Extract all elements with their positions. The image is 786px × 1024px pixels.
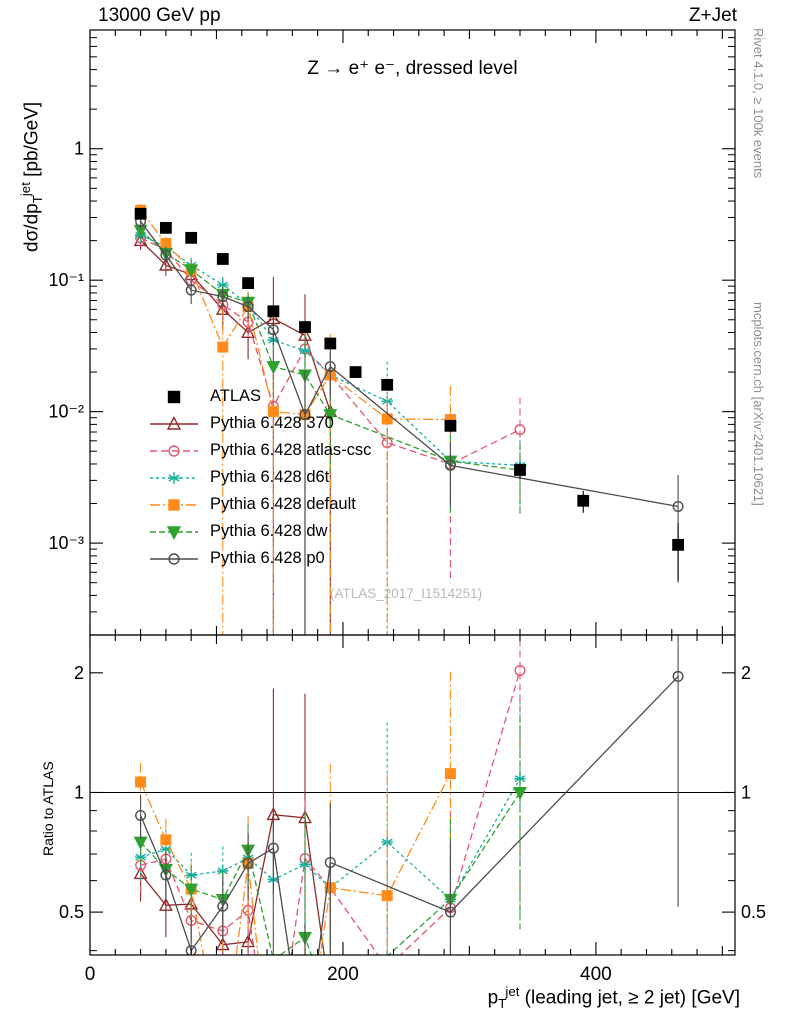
plot-title: Z → e⁺ e⁻, dressed level [307,58,518,79]
legend-item-label: Pythia 6.428 d6t [210,468,330,486]
atlas-csc-marker-icon [150,444,198,457]
legend-item-label: Pythia 6.428 p0 [210,549,325,567]
series-atlas-csc-ratio [135,635,526,955]
legend-item-p370: Pythia 6.428 370 [148,410,371,437]
series-p370-ratio [133,688,331,955]
legend-item-label: Pythia 6.428 370 [210,414,334,432]
series-p0-ratio [135,635,684,955]
y-axis-label: dσ/dpTjet [pb/GeV] [18,102,45,252]
x-axis-label-sup: jet [505,984,520,999]
d6t-marker-icon [150,471,198,484]
series-default-ratio [135,671,456,955]
p370-marker-icon [150,415,198,430]
y-axis-label-sup: jet [18,182,33,197]
legend-item-label: Pythia 6.428 default [210,495,356,513]
svg-text:0: 0 [85,964,96,985]
legend-item-atlas: ATLAS [148,383,371,410]
svg-text:400: 400 [580,964,612,985]
svg-text:0.5: 0.5 [741,902,766,922]
y-axis-label-suffix: [pb/GeV] [21,101,43,183]
svg-text:10⁻²: 10⁻² [48,402,84,422]
default-marker-icon [150,498,198,511]
x-axis-label: pTjet (leading jet, ≥ 2 jet) [GeV] [488,984,740,1011]
svg-text:10⁻³: 10⁻³ [48,533,84,553]
svg-text:2: 2 [741,663,751,683]
process-label: Z+Jet [688,5,737,26]
svg-text:10⁻¹: 10⁻¹ [48,270,84,290]
dw-marker-icon [150,525,198,540]
ratio-panel-frame [89,634,736,956]
series-atlas-main [134,207,684,581]
y-axis-label-sub: T [30,195,46,204]
svg-text:1: 1 [74,139,84,159]
legend-item-atlas-csc: Pythia 6.428 atlas-csc [148,437,371,464]
beam-energy-label: 13000 GeV pp [98,5,221,26]
legend-item-d6t: Pythia 6.428 d6t [148,464,371,491]
legend-item-label: Pythia 6.428 atlas-csc [210,441,372,459]
svg-text:200: 200 [327,964,359,985]
svg-text:1: 1 [741,782,751,802]
atlas-marker-icon [167,390,181,403]
legend-item-label: ATLAS [210,387,262,405]
svg-text:2: 2 [74,663,84,683]
analysis-id-watermark: (ATLAS_2017_I1514251) [330,586,483,601]
svg-text:1: 1 [74,782,84,802]
legend: ATLAS Pythia 6.428 370 Pythia 6.428 atlas-… [148,383,371,572]
x-axis-label-suffix: (leading jet, ≥ 2 jet) [GeV] [519,987,740,1009]
x-axis-label-sub: T [498,996,507,1012]
legend-item-default: Pythia 6.428 default [148,491,371,518]
p0-marker-icon [150,552,198,565]
rivet-version-note: Rivet 4.1.0, ≥ 100k events [751,28,766,179]
svg-text:0.5: 0.5 [59,902,84,922]
legend-item-dw: Pythia 6.428 dw [148,518,371,545]
mcplots-attribution-note: mcplots.cern.ch [arXiv:2401.10621] [751,302,766,506]
y-axis-label-prefix: dσ/dp [21,203,43,252]
legend-item-label: Pythia 6.428 dw [210,522,328,540]
legend-item-p0: Pythia 6.428 p0 [148,545,371,572]
x-axis-label-prefix: p [487,987,499,1009]
ratio-axis-label: Ratio to ATLAS [40,761,56,856]
